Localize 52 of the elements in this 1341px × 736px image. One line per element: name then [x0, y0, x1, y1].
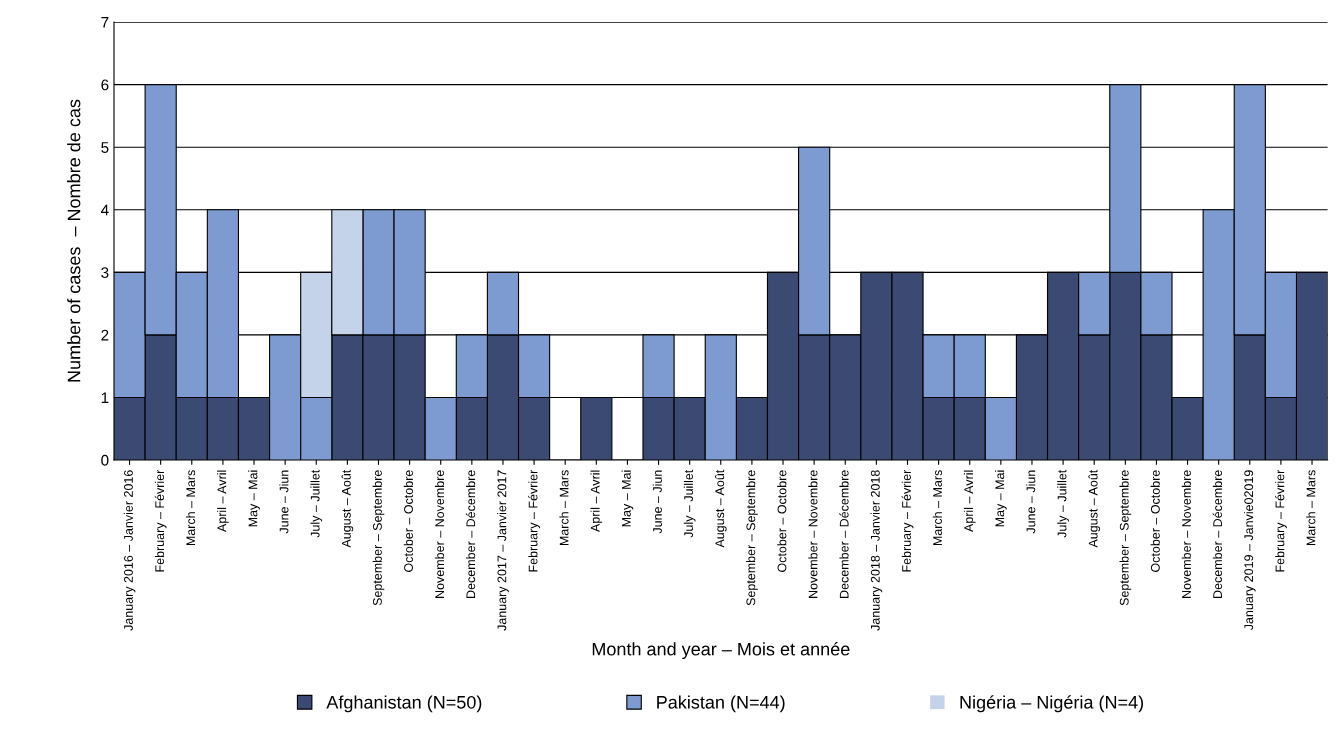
x-tick-label: June – Jiun: [652, 470, 662, 534]
legend-label: Afghanistan (N=50): [326, 695, 482, 713]
y-tick-label: 1: [101, 392, 109, 403]
x-tick-label: April – Avril: [217, 470, 229, 532]
x-tick-label: August – Août: [714, 469, 727, 548]
y-axis-title: Number of cases – Nombre de cas: [67, 99, 81, 382]
x-tick-label: June – Jiun: [279, 470, 289, 534]
x-tick-label: March – Mars: [559, 470, 569, 546]
x-tick-label: December – Décembre: [839, 470, 849, 598]
x-tick-label: February – Février: [154, 469, 167, 572]
x-tick-label: February – Février: [528, 469, 540, 572]
x-tick-label: October – Octobre: [403, 470, 413, 572]
y-tick-label: 6: [101, 79, 109, 91]
x-tick-label: January 2019 – Janvie02019: [1243, 470, 1256, 631]
x-tick-label: October – Octobre: [1150, 470, 1160, 572]
x-tick-label: April – Avril: [590, 470, 603, 532]
y-tick-label: 3: [101, 267, 109, 279]
x-tick-label: August – Août: [1088, 469, 1101, 548]
x-tick-label: October – Octobre: [777, 470, 787, 572]
x-tick-label: September – Septembre: [746, 470, 758, 606]
x-tick-label: March – Mars: [1306, 470, 1316, 546]
x-tick-label: November – Novembre: [1181, 470, 1191, 598]
x-tick-label: January 2017 – Janvier 2017: [497, 470, 509, 631]
y-tick-label: 0: [101, 454, 109, 466]
y-tick-label: 4: [100, 204, 109, 216]
x-tick-label: April – Avril: [963, 470, 976, 532]
x-tick-label: March – Mars: [185, 470, 196, 546]
x-tick-label: June – Jiun: [1026, 470, 1036, 534]
x-tick-label: February – Février: [901, 469, 914, 572]
legend-label: Pakistan (N=44): [657, 695, 785, 713]
y-tick-label: 2: [101, 329, 109, 341]
x-tick-label: December – Décembre: [465, 470, 476, 598]
x-tick-label: September – Septembre: [372, 470, 385, 606]
x-tick-label: September – Septembre: [1119, 470, 1132, 606]
y-tick-label: 7: [101, 17, 109, 28]
x-tick-label: July – Juillet: [683, 469, 696, 538]
x-tick-label: May – Mai: [248, 470, 260, 527]
x-tick-label: July – Juillet: [310, 469, 323, 538]
x-tick-label: November – Novembre: [808, 470, 818, 598]
legend-label: Nigéria – Nigéria (N=4): [960, 695, 1144, 713]
x-tick-label: July – Juillet: [1057, 469, 1069, 538]
x-tick-label: January 2016 – Janvier 2016: [123, 470, 136, 631]
x-tick-label: May – Mai: [621, 470, 634, 527]
x-tick-label: February – Février: [1275, 469, 1287, 572]
y-tick-label: 5: [101, 142, 109, 153]
x-axis-title: Month and year – Mois et année: [592, 642, 850, 660]
x-tick-label: December – Décembre: [1212, 470, 1223, 598]
x-tick-label: August – Août: [341, 469, 354, 548]
x-tick-label: March – Mars: [932, 470, 942, 546]
x-tick-label: May – Mai: [995, 470, 1007, 527]
x-tick-label: January 2018 – Janvier 2018: [870, 470, 883, 631]
x-tick-label: November – Novembre: [434, 470, 445, 598]
